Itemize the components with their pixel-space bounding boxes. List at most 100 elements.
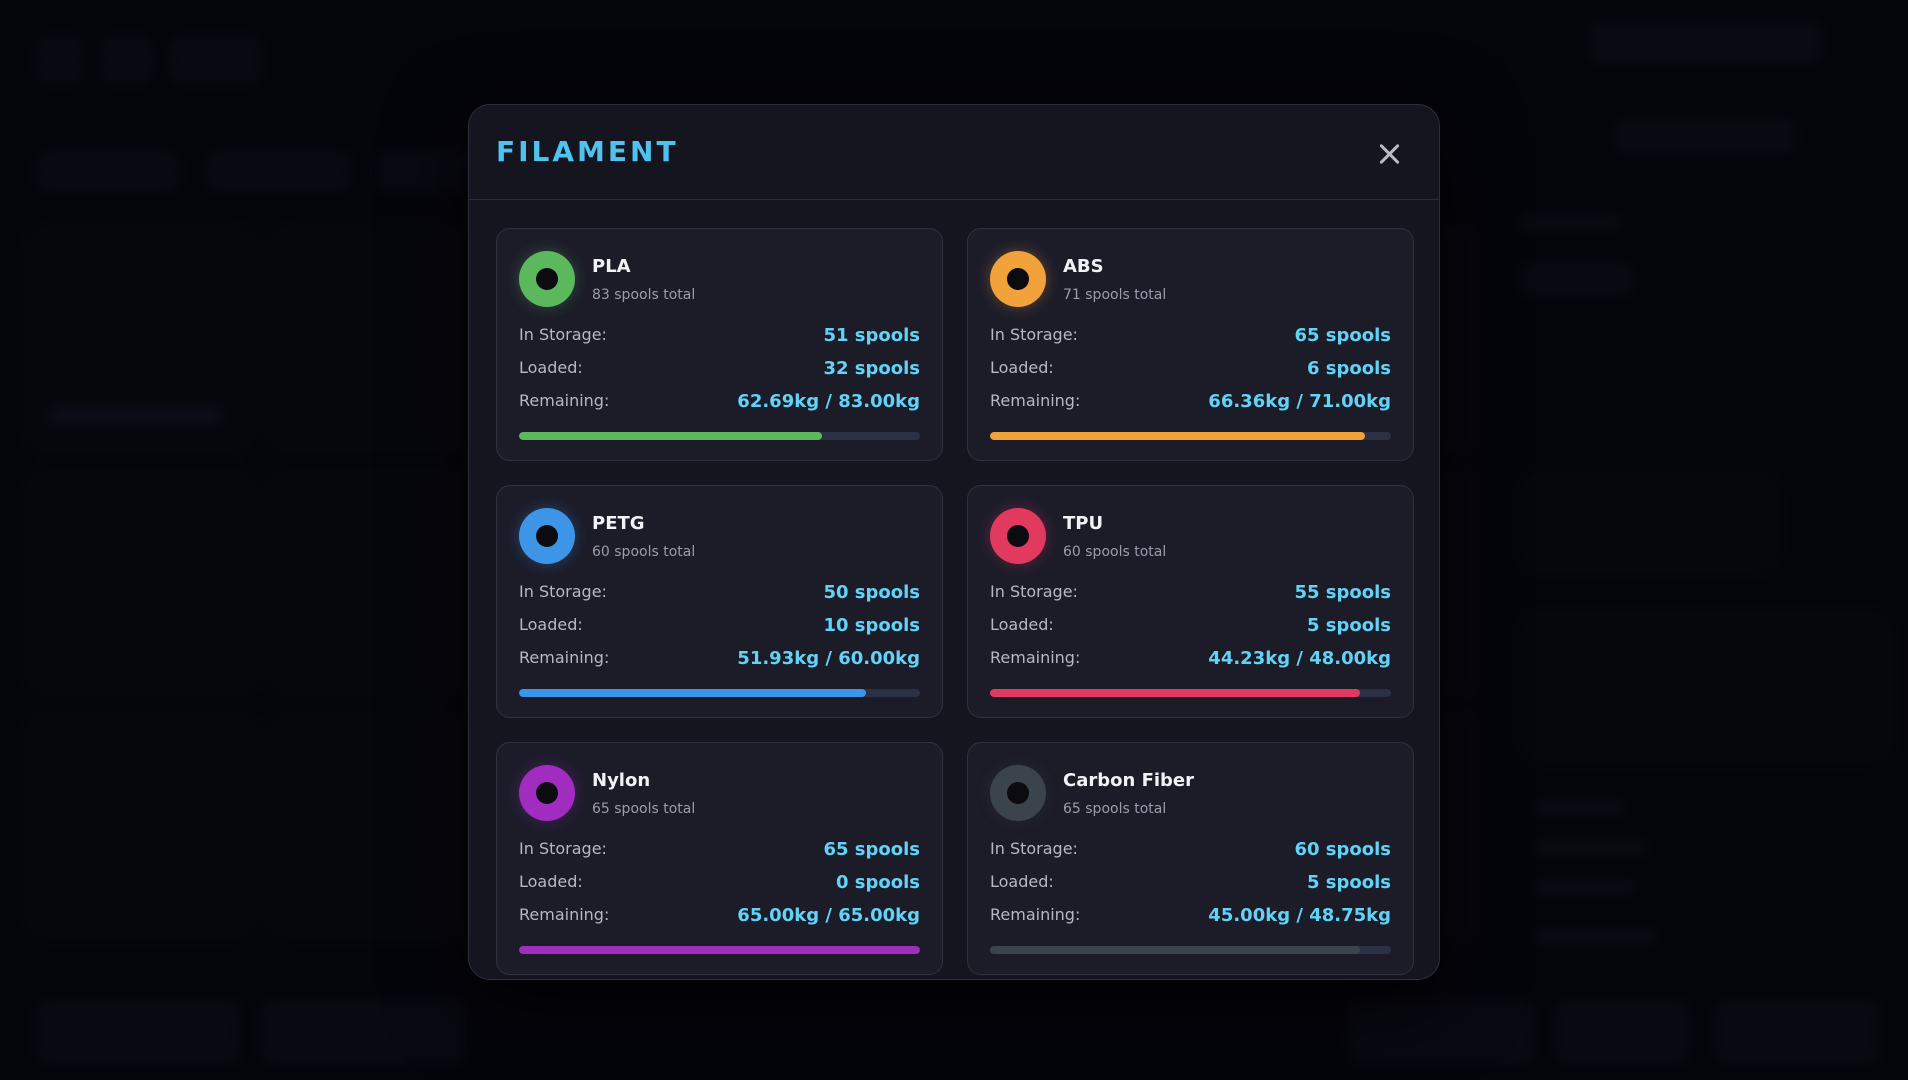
bg-toolbar-button — [168, 36, 262, 84]
remaining-progress-fill — [519, 946, 920, 954]
bg-printer-card — [266, 711, 470, 940]
material-total: 65 spools total — [1063, 801, 1167, 817]
bg-printer-card — [1440, 225, 1474, 454]
bg-filter-pill — [376, 150, 470, 192]
material-name: PETG — [592, 513, 645, 534]
remaining-progress-bar — [990, 432, 1391, 440]
in-storage-label: In Storage: — [519, 325, 607, 344]
remaining-label: Remaining: — [519, 648, 610, 667]
remaining-value: 65.00kg / 65.00kg — [737, 905, 920, 926]
loaded-label: Loaded: — [990, 358, 1054, 377]
modal-header: FILAMENT — [469, 105, 1439, 200]
remaining-progress-bar — [990, 946, 1391, 954]
bg-filter-pill — [206, 150, 350, 192]
remaining-progress-fill — [519, 689, 867, 697]
loaded-value: 5 spools — [1306, 872, 1391, 893]
filament-card-petg[interactable]: PETG 60 spools total In Storage: 50 spoo… — [496, 485, 943, 718]
close-icon[interactable] — [1377, 141, 1403, 167]
bg-text — [1535, 880, 1635, 894]
remaining-value: 66.36kg / 71.00kg — [1208, 391, 1391, 412]
in-storage-value: 55 spools — [1294, 582, 1391, 603]
bg-menu-icon — [36, 36, 84, 84]
filament-card-pla[interactable]: PLA 83 spools total In Storage: 51 spool… — [496, 228, 943, 461]
spool-icon — [519, 508, 575, 564]
bg-printer-card — [24, 711, 258, 940]
bg-printer-card — [1440, 711, 1474, 940]
filament-card-nylon[interactable]: Nylon 65 spools total In Storage: 65 spo… — [496, 742, 943, 975]
bg-pill — [1520, 262, 1634, 296]
modal-title: FILAMENT — [496, 135, 679, 168]
in-storage-label: In Storage: — [519, 582, 607, 601]
bg-bottom-nav-item — [1715, 1000, 1879, 1064]
spool-icon — [519, 765, 575, 821]
loaded-label: Loaded: — [519, 615, 583, 634]
in-storage-label: In Storage: — [519, 839, 607, 858]
bg-section-label — [1520, 215, 1620, 229]
loaded-value: 5 spools — [1306, 615, 1391, 636]
remaining-progress-bar — [990, 689, 1391, 697]
loaded-value: 10 spools — [823, 615, 920, 636]
loaded-value: 32 spools — [823, 358, 920, 379]
bg-text — [1535, 930, 1655, 944]
remaining-label: Remaining: — [990, 648, 1081, 667]
remaining-value: 51.93kg / 60.00kg — [737, 648, 920, 669]
bg-bottom-nav-item — [36, 1000, 240, 1064]
material-total: 65 spools total — [592, 801, 696, 817]
in-storage-value: 50 spools — [823, 582, 920, 603]
spool-icon — [990, 251, 1046, 307]
material-total: 60 spools total — [592, 544, 696, 560]
bg-printer-card — [24, 468, 258, 697]
bg-printer-card — [1440, 468, 1474, 697]
loaded-value: 6 spools — [1306, 358, 1391, 379]
bg-balance — [1615, 118, 1795, 154]
in-storage-label: In Storage: — [990, 325, 1078, 344]
in-storage-value: 65 spools — [823, 839, 920, 860]
bg-filter-pill — [36, 150, 180, 192]
filament-card-tpu[interactable]: TPU 60 spools total In Storage: 55 spool… — [967, 485, 1414, 718]
bg-text — [1535, 800, 1625, 814]
loaded-label: Loaded: — [519, 872, 583, 891]
remaining-value: 44.23kg / 48.00kg — [1208, 648, 1391, 669]
remaining-value: 62.69kg / 83.00kg — [737, 391, 920, 412]
bg-progress-bar — [50, 410, 220, 420]
spool-icon — [990, 508, 1046, 564]
material-name: Nylon — [592, 770, 651, 791]
filament-modal: FILAMENT PLA 83 spools total In Storage:… — [468, 104, 1440, 980]
material-name: TPU — [1063, 513, 1104, 534]
material-total: 71 spools total — [1063, 287, 1167, 303]
filament-card-carbon-fiber[interactable]: Carbon Fiber 65 spools total In Storage:… — [967, 742, 1414, 975]
remaining-label: Remaining: — [519, 905, 610, 924]
material-name: Carbon Fiber — [1063, 770, 1195, 791]
bg-panel — [1520, 610, 1894, 764]
remaining-progress-fill — [519, 432, 822, 440]
bg-bottom-nav-item — [1555, 1000, 1689, 1064]
bg-printer-card — [266, 468, 470, 697]
bg-toolbar-button — [100, 36, 154, 84]
loaded-label: Loaded: — [990, 872, 1054, 891]
loaded-label: Loaded: — [519, 358, 583, 377]
remaining-progress-fill — [990, 432, 1365, 440]
in-storage-value: 65 spools — [1294, 325, 1391, 346]
remaining-progress-fill — [990, 946, 1361, 954]
material-name: PLA — [592, 256, 631, 277]
in-storage-value: 51 spools — [823, 325, 920, 346]
remaining-label: Remaining: — [990, 905, 1081, 924]
loaded-label: Loaded: — [990, 615, 1054, 634]
spool-icon — [990, 765, 1046, 821]
remaining-progress-bar — [519, 689, 920, 697]
in-storage-label: In Storage: — [990, 582, 1078, 601]
bg-panel — [1520, 470, 1779, 574]
remaining-label: Remaining: — [519, 391, 610, 410]
material-total: 60 spools total — [1063, 544, 1167, 560]
bg-printer-card — [266, 225, 470, 454]
in-storage-value: 60 spools — [1294, 839, 1391, 860]
in-storage-label: In Storage: — [990, 839, 1078, 858]
remaining-progress-bar — [519, 432, 920, 440]
remaining-value: 45.00kg / 48.75kg — [1208, 905, 1391, 926]
remaining-label: Remaining: — [990, 391, 1081, 410]
material-name: ABS — [1063, 256, 1104, 277]
filament-card-abs[interactable]: ABS 71 spools total In Storage: 65 spool… — [967, 228, 1414, 461]
bg-text — [1535, 840, 1645, 854]
bg-clock — [1590, 22, 1820, 62]
